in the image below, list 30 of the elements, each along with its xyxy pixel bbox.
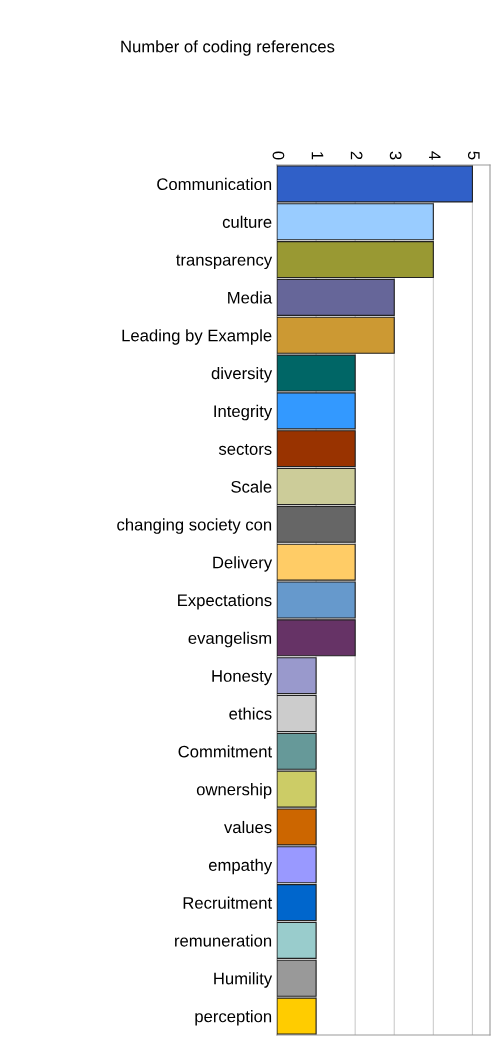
x-tick-label: 5 — [467, 151, 480, 160]
y-tick-label: Recruitment — [183, 896, 273, 909]
y-tick-label: Media — [228, 291, 273, 304]
y-tick-label: remuneration — [175, 934, 272, 947]
y-tick-label: Communication — [157, 177, 272, 191]
x-tick-label: 0 — [272, 151, 285, 160]
y-tick-label: Leading by Example — [122, 329, 272, 345]
x-tick-label: 1 — [311, 152, 324, 160]
y-tick-label: Integrity — [214, 404, 273, 421]
y-tick-label: sectors — [218, 443, 272, 455]
y-tick-label: evangelism — [188, 631, 272, 648]
y-tick-label: Scale — [231, 480, 272, 493]
y-tick-label: Delivery — [213, 556, 273, 572]
y-tick-label: Honesty — [212, 670, 273, 686]
chart-title: Number of coding references — [121, 40, 335, 56]
y-tick-label: ownership — [196, 783, 272, 799]
y-tick-label: Commitment — [178, 745, 273, 758]
y-tick-label: culture — [222, 215, 272, 228]
x-tick-label: 2 — [350, 151, 363, 160]
y-tick-label: ethics — [229, 707, 272, 720]
x-tick-label: 4 — [429, 151, 441, 160]
y-tick-label: perception — [195, 1010, 272, 1026]
y-tick-label: diversity — [211, 367, 273, 383]
y-tick-label: Expectations — [178, 593, 272, 610]
y-tick-label: empathy — [208, 858, 273, 875]
y-tick-label: Humility — [214, 972, 273, 988]
y-tick-label: changing society con — [117, 518, 272, 534]
y-tick-label: transparency — [176, 254, 273, 270]
y-tick-label: values — [224, 820, 272, 834]
x-tick-label: 3 — [389, 151, 402, 160]
